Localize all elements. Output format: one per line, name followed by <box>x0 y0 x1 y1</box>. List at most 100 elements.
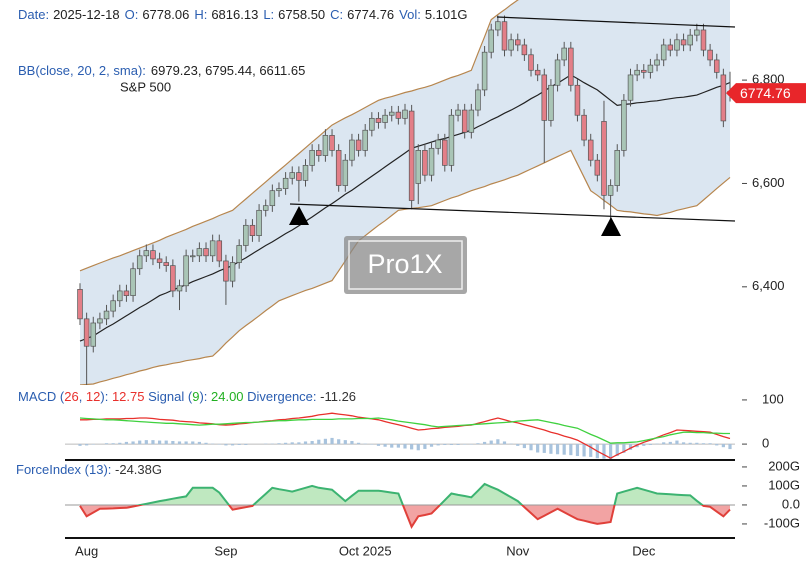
divergence-bar <box>284 442 288 445</box>
legend-part: Divergence: <box>244 389 321 404</box>
y-tick-label: -100G <box>764 515 800 530</box>
divergence-bar <box>303 441 308 445</box>
divergence-bar <box>456 444 460 445</box>
subtitle: S&P 500 <box>120 79 171 94</box>
watermark-frame <box>348 240 463 290</box>
candle-body <box>501 21 508 51</box>
legend-part: MACD ( <box>18 389 65 404</box>
candle-body <box>262 205 269 211</box>
divergence-bar <box>436 444 440 446</box>
candle-body <box>123 290 130 296</box>
candle-body <box>388 111 395 116</box>
header-label: L: <box>263 7 274 22</box>
candle-body <box>170 265 176 292</box>
candle-body <box>83 318 90 347</box>
divergence-bar <box>310 441 314 445</box>
divergence-bar <box>681 442 686 445</box>
legend-part: -11.26 <box>320 389 356 404</box>
candle-body <box>641 69 647 73</box>
legend-part: , <box>79 389 86 404</box>
divergence-bar <box>549 444 553 454</box>
divergence-bar <box>390 444 394 448</box>
divergence-bar <box>562 444 566 455</box>
y-tick-label: 100 <box>762 391 784 406</box>
candle-body <box>515 39 521 46</box>
candle-body <box>621 99 627 151</box>
force-line-neg <box>79 505 731 529</box>
divergence-bar <box>609 444 613 460</box>
header-value: 6774.76 <box>347 7 394 22</box>
candle-body <box>375 117 382 123</box>
candle-body <box>110 300 116 312</box>
candle-body <box>448 114 455 166</box>
candle-body <box>243 224 249 246</box>
divergence-bar <box>144 440 148 445</box>
header-value: 6778.06 <box>142 7 189 22</box>
candle-body <box>362 129 368 151</box>
divergence-bar <box>230 444 235 446</box>
candle-body <box>329 135 335 151</box>
header-value: 6816.13 <box>211 7 258 22</box>
candle-body <box>176 285 183 292</box>
candle-body <box>229 262 236 282</box>
divergence-bar <box>124 441 129 445</box>
candle-body <box>289 172 295 179</box>
divergence-bar <box>277 443 281 445</box>
price-panel <box>77 0 733 385</box>
legend-part: 26 <box>64 389 78 404</box>
divergence-bar <box>138 440 142 445</box>
bb-values: 6979.23, 6795.44, 6611.65 <box>151 63 305 78</box>
candle-body <box>282 177 289 189</box>
candle-body <box>309 150 315 166</box>
watermark: Pro1X <box>367 249 442 279</box>
candle-body <box>687 34 693 46</box>
divergence-bar <box>529 444 533 451</box>
x-tick-label: Oct 2025 <box>339 543 392 558</box>
candle-body <box>548 84 554 121</box>
candle-body <box>103 310 110 320</box>
divergence-bar <box>502 441 507 445</box>
candle-body <box>269 190 276 207</box>
candle-body <box>150 250 156 260</box>
legend-part: 13 <box>89 462 103 477</box>
candle-body <box>422 150 428 176</box>
last-price-tag <box>726 83 806 104</box>
divergence-bar <box>476 443 480 445</box>
candle-body <box>97 318 103 324</box>
macd-line <box>79 417 730 444</box>
candle-body <box>654 59 660 66</box>
candle-body <box>488 29 494 53</box>
legend-part: 24.00 <box>211 389 244 404</box>
candle-body <box>594 159 601 176</box>
divergence-bar <box>615 444 619 457</box>
candle-body <box>335 150 342 186</box>
candle-body <box>534 69 541 76</box>
divergence-bar <box>177 441 182 445</box>
candle-body <box>249 224 256 237</box>
y-tick-label: 100G <box>768 477 800 492</box>
candle-body <box>90 322 97 347</box>
candle-body <box>541 74 548 121</box>
divergence-bar <box>78 444 82 446</box>
y-tick-label: 200G <box>768 458 800 473</box>
divergence-bar <box>429 444 434 447</box>
candle-body <box>495 21 501 31</box>
candle-body <box>587 139 594 161</box>
candle-body <box>634 69 640 76</box>
divergence-bar <box>536 444 540 453</box>
bb-band <box>80 0 730 385</box>
y-tick-label: 6,800 <box>752 72 785 87</box>
divergence-bar <box>376 444 381 446</box>
force-area-neg <box>80 505 730 527</box>
divergence-bar <box>410 444 414 450</box>
divergence-bar <box>290 442 294 445</box>
legend-part: 12.75 <box>112 389 145 404</box>
divergence-bar <box>482 441 487 445</box>
candle-body <box>694 29 700 36</box>
divergence-bar <box>416 444 420 451</box>
bb-line <box>79 149 731 385</box>
candle-body <box>475 89 481 111</box>
axes: 6,400 6,600 6,800 Aug Sep Oct 2025 Nov Dec 6774.… <box>65 72 806 558</box>
macd-panel <box>65 412 735 460</box>
candle-body <box>647 64 654 73</box>
